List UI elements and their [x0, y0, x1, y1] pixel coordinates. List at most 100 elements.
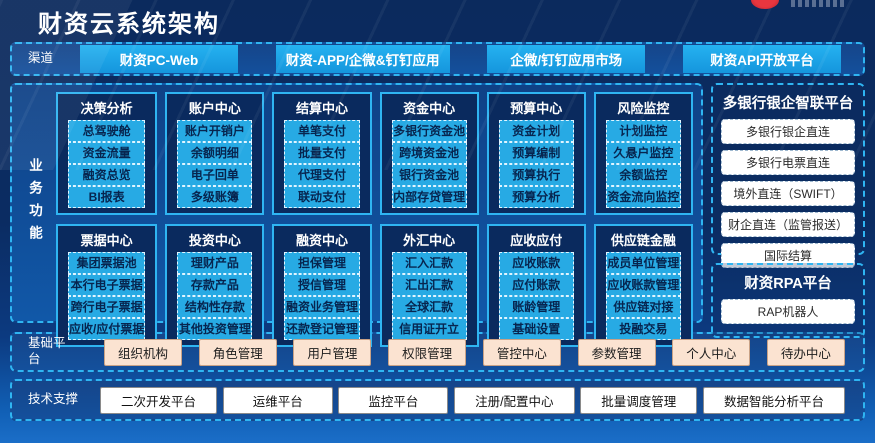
tech-support-label: 技术支撑	[28, 392, 79, 407]
module-box: 风险监控 计划监控 久悬户监控 余额监控 资金流向监控	[593, 92, 693, 215]
module-box: 结算中心单笔支付 批量支付 代理支付 联动支付	[272, 92, 372, 215]
module-item-button[interactable]: 电子回单	[177, 164, 253, 186]
module-items: 账户开销户 余额明细 电子回单 多级账簿	[171, 120, 258, 208]
module-title: 结算中心	[296, 101, 349, 116]
module-item-button[interactable]: 资金流向监控	[605, 186, 681, 208]
module-item-button[interactable]: 应收/应付票据	[68, 318, 146, 340]
module-item-button[interactable]: 账户开销户	[177, 120, 253, 142]
module-item-button[interactable]: 还款登记管理	[284, 318, 360, 340]
module-item-button[interactable]: 单笔支付	[284, 120, 360, 142]
module-item-button[interactable]: 久悬户监控	[605, 142, 681, 164]
tech-support-button[interactable]: 批量调度管理	[580, 386, 698, 414]
module-item-button[interactable]: 理财产品	[177, 252, 253, 274]
module-item-button[interactable]: 预算执行	[498, 164, 574, 186]
right-panel-button[interactable]: 境外直连（SWIFT）	[721, 181, 855, 206]
channels-label: 渠道	[28, 51, 54, 66]
right-panel: 多银行银企智联平台 多银行银企直连 多银行电票直连 境外直连（SWIFT） 财企直连（监…	[711, 83, 865, 268]
base-platform-button[interactable]: 参数管理	[577, 338, 656, 366]
module-item-button[interactable]: 应收账款	[498, 252, 574, 274]
right-panel-button[interactable]: 多银行电票直连	[721, 150, 855, 175]
module-item-button[interactable]: 全球汇款	[391, 296, 467, 318]
base-platform-button[interactable]: 角色管理	[198, 338, 277, 366]
base-platform-button[interactable]: 管控中心	[482, 338, 561, 366]
module-title: 决策分析	[80, 101, 133, 116]
business-functions-label: 业务功能	[27, 158, 42, 248]
module-item-button[interactable]: 信用证开立	[391, 318, 467, 340]
module-item-button[interactable]: 本行电子票据	[68, 274, 146, 296]
module-items: 资金计划 预算编制 预算执行 预算分析	[493, 120, 580, 208]
module-item-button[interactable]: 计划监控	[605, 120, 681, 142]
module-box: 资金中心多银行资金池 跨境资金池 银行资金池 内部存贷管理	[379, 92, 479, 215]
module-item-button[interactable]: 账龄管理	[498, 296, 574, 318]
right-panels-column: 多银行银企智联平台 多银行银企直连 多银行电票直连 境外直连（SWIFT） 财企直连（监…	[711, 83, 865, 338]
module-item-button[interactable]: 汇出汇款	[391, 274, 467, 296]
module-item-button[interactable]: 内部存贷管理	[391, 186, 467, 208]
base-platform-row: 基础平台 组织机构 角色管理 用户管理 权限管理 管控中心 参数管理 个人中心 待办中心	[10, 332, 865, 372]
module-item-button[interactable]: 多级账簿	[177, 186, 253, 208]
right-panel-button[interactable]: RAP机器人	[721, 299, 855, 324]
channel-button[interactable]: 财资API开放平台	[682, 45, 841, 73]
module-title: 融资中心	[296, 233, 349, 248]
module-title: 资金中心	[403, 101, 456, 116]
module-item-button[interactable]: 应付账款	[498, 274, 574, 296]
module-item-button[interactable]: 多银行资金池	[391, 120, 467, 142]
module-item-button[interactable]: 投融交易	[605, 318, 681, 340]
module-item-button[interactable]: 跨行电子票据	[68, 296, 146, 318]
base-platform-button[interactable]: 个人中心	[672, 338, 751, 366]
page-title: 财资云系统架构	[38, 10, 220, 38]
module-item-button[interactable]: 融资业务管理	[284, 296, 360, 318]
module-box: 融资中心担保管理 授信管理 融资业务管理 还款登记管理	[272, 224, 372, 347]
base-platform-button[interactable]: 权限管理	[388, 338, 467, 366]
module-item-button[interactable]: 成员单位管理	[605, 252, 681, 274]
module-box: 票据中心集团票据池 本行电子票据 跨行电子票据 应收/应付票据	[56, 224, 158, 347]
tech-support-button[interactable]: 数据智能分析平台	[702, 386, 845, 414]
module-box: 应收应付 应收账款 应付账款 账龄管理 基础设置	[486, 224, 586, 347]
module-title: 预算中心	[510, 101, 563, 116]
base-platform-button[interactable]: 用户管理	[293, 338, 372, 366]
module-item-button[interactable]: 预算分析	[498, 186, 574, 208]
channels-items: 财资PC-Web 财资-APP/企微&钉钉应用 企微/钉钉应用市场 财资API开放平台	[74, 45, 863, 73]
base-platform-button[interactable]: 待办中心	[766, 338, 845, 366]
module-item-button[interactable]: 基础设置	[498, 318, 574, 340]
module-items: 担保管理 授信管理 融资业务管理 还款登记管理	[278, 252, 365, 340]
module-item-button[interactable]: 融资总览	[68, 164, 146, 186]
right-panel-button[interactable]: 财企直连（监管报送）	[721, 212, 855, 237]
tech-support-button[interactable]: 监控平台	[338, 386, 449, 414]
business-modules-grid: 决策分析 总驾驶舱 资金流量 融资总览 BI报表 账户中心 账户开销户 余额明细 电子回单 多级账…	[56, 92, 693, 347]
module-item-button[interactable]: 跨境资金池	[391, 142, 467, 164]
tech-support-button[interactable]: 运维平台	[222, 386, 333, 414]
module-item-button[interactable]: 批量支付	[284, 142, 360, 164]
channel-button[interactable]: 财资-APP/企微&钉钉应用	[275, 45, 450, 73]
module-item-button[interactable]: 总驾驶舱	[68, 120, 146, 142]
module-item-button[interactable]: 代理支付	[284, 164, 360, 186]
base-platform-button[interactable]: 组织机构	[104, 338, 183, 366]
module-title: 票据中心	[80, 233, 133, 248]
module-item-button[interactable]: 应收账款管理	[605, 274, 681, 296]
module-box: 决策分析总驾驶舱 资金流量 融资总览 BI报表	[56, 92, 158, 215]
module-item-button[interactable]: 余额监控	[605, 164, 681, 186]
module-item-button[interactable]: 联动支付	[284, 186, 360, 208]
module-item-button[interactable]: 余额明细	[177, 142, 253, 164]
module-item-button[interactable]: 资金计划	[498, 120, 574, 142]
tech-support-button[interactable]: 注册/配置中心	[454, 386, 575, 414]
module-item-button[interactable]: 预算编制	[498, 142, 574, 164]
module-item-button[interactable]: 结构性存款	[177, 296, 253, 318]
channel-button[interactable]: 财资PC-Web	[80, 45, 238, 73]
right-panel-button[interactable]: 多银行银企直连	[721, 119, 855, 144]
module-item-button[interactable]: 汇入汇款	[391, 252, 467, 274]
module-item-button[interactable]: 资金流量	[68, 142, 146, 164]
module-item-button[interactable]: 其他投资管理	[177, 318, 253, 340]
module-items: 单笔支付 批量支付 代理支付 联动支付	[278, 120, 365, 208]
module-items: 汇入汇款 汇出汇款 全球汇款 信用证开立	[386, 252, 473, 340]
module-item-button[interactable]: 授信管理	[284, 274, 360, 296]
channel-button[interactable]: 企微/钉钉应用市场	[487, 45, 646, 73]
module-item-button[interactable]: 银行资金池	[391, 164, 467, 186]
module-item-button[interactable]: 担保管理	[284, 252, 360, 274]
right-panel-title: 财资RPA平台	[744, 276, 832, 292]
tech-support-button[interactable]: 二次开发平台	[100, 386, 218, 414]
module-item-button[interactable]: BI报表	[68, 186, 146, 208]
module-item-button[interactable]: 集团票据池	[68, 252, 146, 274]
company-logo-text	[791, 0, 847, 7]
module-item-button[interactable]: 供应链对接	[605, 296, 681, 318]
module-item-button[interactable]: 存款产品	[177, 274, 253, 296]
